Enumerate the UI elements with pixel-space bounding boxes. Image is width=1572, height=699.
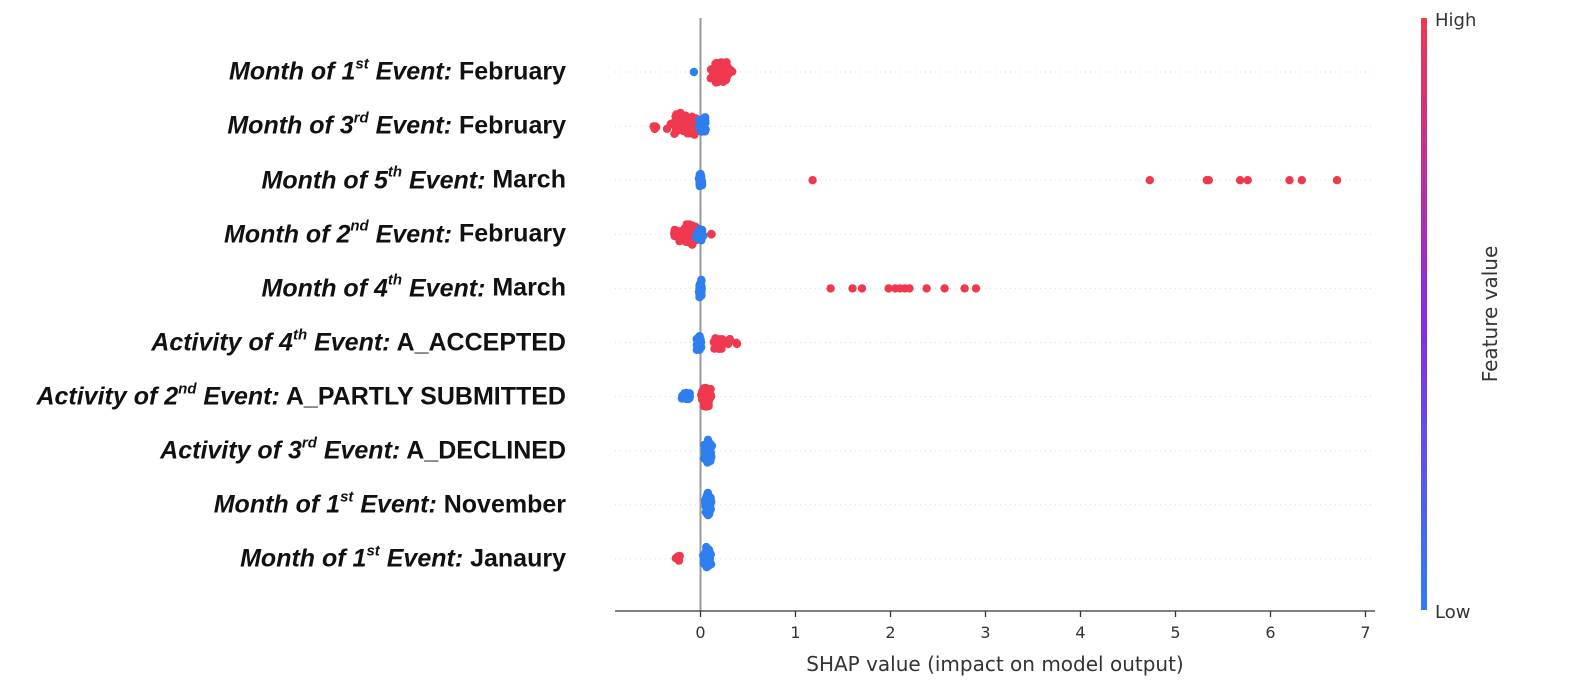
data-point <box>971 284 981 293</box>
x-tick-label: 0 <box>695 623 705 642</box>
x-axis-title: SHAP value (impact on model output) <box>806 652 1183 676</box>
data-point <box>706 560 716 569</box>
data-point <box>662 124 672 133</box>
data-point <box>808 176 817 185</box>
data-point <box>702 401 711 410</box>
data-point <box>960 284 969 293</box>
feature-label: Month of 1st Event: Janaury <box>240 542 566 573</box>
data-point <box>706 550 715 559</box>
feature-label: Month of 2nd Event: February <box>224 217 566 248</box>
data-point <box>697 126 706 136</box>
data-point <box>693 229 702 238</box>
data-point <box>1204 176 1214 185</box>
data-point <box>694 174 704 183</box>
x-tick-label: 6 <box>1265 623 1275 642</box>
data-point <box>706 495 715 505</box>
x-tick-label: 2 <box>885 623 895 642</box>
data-point <box>709 68 718 78</box>
feature-label: Month of 3rd Event: February <box>227 109 566 140</box>
data-point <box>696 281 705 291</box>
x-tick-label: 3 <box>980 623 990 642</box>
feature-label: Month of 4th Event: March <box>261 271 566 303</box>
data-point <box>700 113 709 123</box>
data-point <box>905 284 914 293</box>
data-point <box>732 338 741 347</box>
colorbar <box>1421 18 1427 610</box>
data-point <box>1297 176 1307 185</box>
data-point <box>1285 176 1294 185</box>
data-point <box>671 231 680 240</box>
x-tick-label: 4 <box>1075 623 1085 642</box>
colorbar-low-label: Low <box>1435 602 1470 623</box>
data-point <box>649 122 658 131</box>
data-point <box>1332 176 1342 185</box>
data-point <box>724 68 733 77</box>
data-points <box>649 58 1342 572</box>
feature-labels: Month of 1st Event: February Month of 3rd… <box>0 0 580 699</box>
x-tick-label: 5 <box>1170 623 1180 642</box>
row-guides <box>615 71 1375 560</box>
feature-label: Month of 5th Event: March <box>261 163 566 194</box>
data-point <box>724 339 733 349</box>
data-point <box>707 230 716 239</box>
feature-label: Month of 1st Event: November <box>213 488 566 519</box>
feature-label: Month of 1st Event: February <box>229 55 566 86</box>
x-tick-label: 1 <box>790 623 800 642</box>
data-point <box>716 337 725 346</box>
data-point <box>712 58 721 68</box>
data-point <box>710 344 719 353</box>
data-point <box>689 67 699 77</box>
data-point <box>1243 176 1252 185</box>
data-point <box>848 284 857 293</box>
data-point <box>706 444 715 453</box>
data-point <box>680 113 689 123</box>
x-axis: 0 1 2 3 4 5 6 7 <box>615 610 1375 642</box>
data-point <box>682 394 691 404</box>
data-point <box>1235 176 1245 185</box>
data-point <box>678 120 688 129</box>
data-point <box>685 238 694 247</box>
data-point <box>884 284 893 293</box>
feature-label: Activity of 4th Event: A_ACCEPTED <box>151 325 566 357</box>
data-point <box>690 130 699 139</box>
feature-label: Activity of 3rd Event: A_DECLINED <box>160 434 566 465</box>
data-point <box>704 393 713 402</box>
data-point <box>940 284 949 293</box>
data-point <box>826 284 835 293</box>
feature-label: Activity of 2nd Event: A_PARTLY SUBMITTE… <box>36 379 566 411</box>
data-point <box>686 121 696 130</box>
data-point <box>684 227 693 237</box>
data-point <box>857 284 867 293</box>
colorbar-high-label: High <box>1435 10 1476 31</box>
colorbar-title: Feature value <box>1478 246 1502 383</box>
data-point <box>1145 176 1155 185</box>
data-point <box>692 345 701 354</box>
data-point <box>671 554 680 563</box>
data-point <box>922 284 931 293</box>
data-point <box>709 337 718 347</box>
x-tick-label: 7 <box>1360 623 1370 642</box>
